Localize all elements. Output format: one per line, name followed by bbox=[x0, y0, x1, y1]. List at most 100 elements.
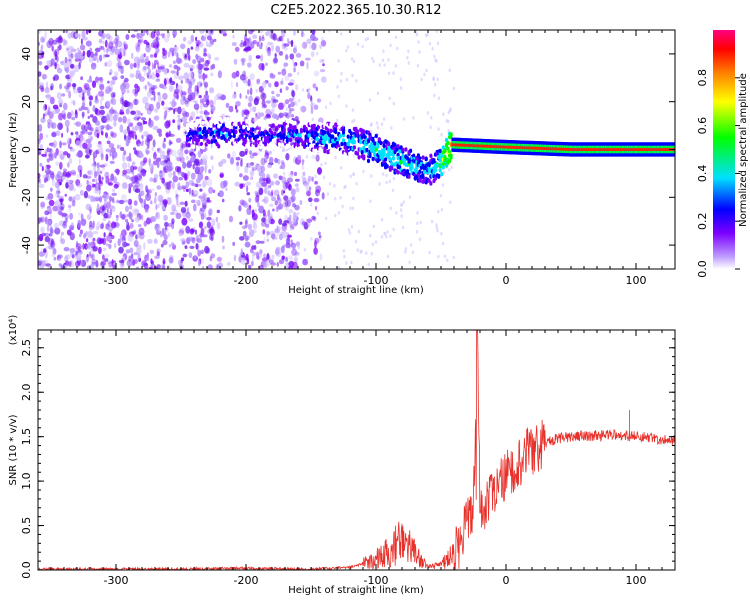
noise-speck bbox=[207, 228, 213, 235]
noise-speck bbox=[324, 105, 328, 110]
noise-speck bbox=[295, 84, 299, 91]
noise-speck bbox=[240, 257, 246, 266]
noise-speck bbox=[272, 33, 277, 41]
noise-speck bbox=[146, 217, 151, 225]
noise-speck bbox=[380, 122, 384, 126]
noise-speck bbox=[58, 112, 64, 121]
noise-speck bbox=[172, 98, 176, 106]
noise-speck bbox=[171, 218, 175, 225]
noise-speck bbox=[254, 244, 257, 251]
band-cell bbox=[387, 141, 391, 146]
noise-speck bbox=[135, 151, 138, 156]
noise-speck bbox=[87, 107, 90, 114]
noise-speck bbox=[185, 78, 191, 84]
noise-speck bbox=[217, 70, 222, 79]
noise-speck bbox=[392, 227, 395, 232]
noise-speck bbox=[288, 173, 294, 178]
noise-speck bbox=[248, 30, 254, 35]
noise-speck bbox=[206, 216, 212, 221]
band-cell bbox=[438, 168, 442, 173]
noise-speck bbox=[257, 202, 260, 208]
noise-speck bbox=[60, 231, 65, 236]
noise-speck bbox=[249, 248, 254, 254]
noise-speck bbox=[49, 96, 55, 105]
band-cell bbox=[299, 129, 303, 134]
noise-speck bbox=[261, 182, 267, 187]
noise-speck bbox=[248, 54, 253, 62]
noise-speck bbox=[209, 256, 213, 262]
noise-speck bbox=[163, 162, 167, 167]
noise-speck bbox=[86, 179, 89, 185]
noise-speck bbox=[90, 62, 97, 70]
noise-speck bbox=[308, 197, 313, 203]
noise-speck bbox=[105, 153, 109, 162]
noise-speck bbox=[59, 210, 62, 217]
noise-speck bbox=[255, 192, 261, 198]
snr-plot-area bbox=[38, 330, 675, 570]
noise-speck bbox=[137, 224, 142, 228]
noise-speck bbox=[180, 97, 185, 105]
noise-speck bbox=[143, 262, 149, 266]
noise-speck bbox=[263, 262, 266, 266]
noise-speck bbox=[91, 258, 97, 265]
x-tick-label: 100 bbox=[626, 274, 647, 287]
noise-speck bbox=[127, 186, 130, 190]
noise-speck bbox=[174, 189, 178, 197]
noise-speck bbox=[221, 198, 225, 203]
noise-speck bbox=[208, 30, 214, 36]
noise-speck bbox=[106, 140, 111, 145]
noise-speck bbox=[45, 94, 52, 100]
noise-speck bbox=[91, 163, 95, 167]
band-cell bbox=[254, 143, 258, 148]
noise-speck bbox=[120, 66, 124, 74]
noise-speck bbox=[120, 147, 125, 151]
noise-speck bbox=[51, 122, 54, 129]
noise-speck bbox=[259, 264, 264, 269]
noise-speck bbox=[446, 258, 449, 263]
noise-speck bbox=[157, 94, 162, 102]
noise-speck bbox=[291, 220, 298, 228]
noise-speck bbox=[294, 204, 300, 211]
noise-speck bbox=[102, 167, 106, 172]
noise-speck bbox=[48, 142, 55, 147]
noise-speck bbox=[125, 82, 130, 90]
band-cell bbox=[238, 140, 243, 145]
noise-speck bbox=[130, 34, 136, 38]
noise-speck bbox=[314, 174, 317, 178]
band-cell bbox=[398, 149, 402, 154]
noise-speck bbox=[243, 48, 248, 52]
noise-speck bbox=[439, 193, 443, 198]
noise-speck bbox=[38, 251, 45, 257]
noise-speck bbox=[101, 115, 108, 124]
noise-speck bbox=[293, 211, 296, 217]
noise-speck bbox=[71, 83, 77, 88]
noise-speck bbox=[118, 246, 124, 254]
noise-speck bbox=[54, 50, 58, 57]
colorbar-tick-label: 0.2 bbox=[696, 212, 709, 230]
noise-speck bbox=[339, 195, 342, 200]
noise-speck bbox=[301, 159, 305, 166]
noise-speck bbox=[156, 101, 161, 110]
noise-speck bbox=[399, 86, 403, 90]
noise-speck bbox=[150, 72, 156, 80]
noise-speck bbox=[88, 251, 92, 257]
noise-speck bbox=[436, 41, 440, 46]
noise-speck bbox=[119, 97, 124, 105]
noise-speck bbox=[97, 181, 104, 187]
noise-speck bbox=[303, 182, 307, 187]
noise-speck bbox=[117, 60, 122, 69]
band-cell bbox=[196, 137, 200, 143]
band-cell bbox=[302, 119, 307, 124]
noise-speck bbox=[68, 206, 72, 213]
noise-speck bbox=[317, 167, 322, 175]
noise-speck bbox=[287, 82, 294, 86]
noise-speck bbox=[68, 71, 74, 79]
noise-speck bbox=[310, 102, 314, 109]
noise-speck bbox=[57, 193, 60, 198]
noise-speck bbox=[143, 242, 146, 251]
noise-speck bbox=[347, 228, 351, 232]
noise-speck bbox=[155, 69, 158, 75]
noise-speck bbox=[289, 220, 293, 229]
noise-speck bbox=[116, 40, 123, 48]
